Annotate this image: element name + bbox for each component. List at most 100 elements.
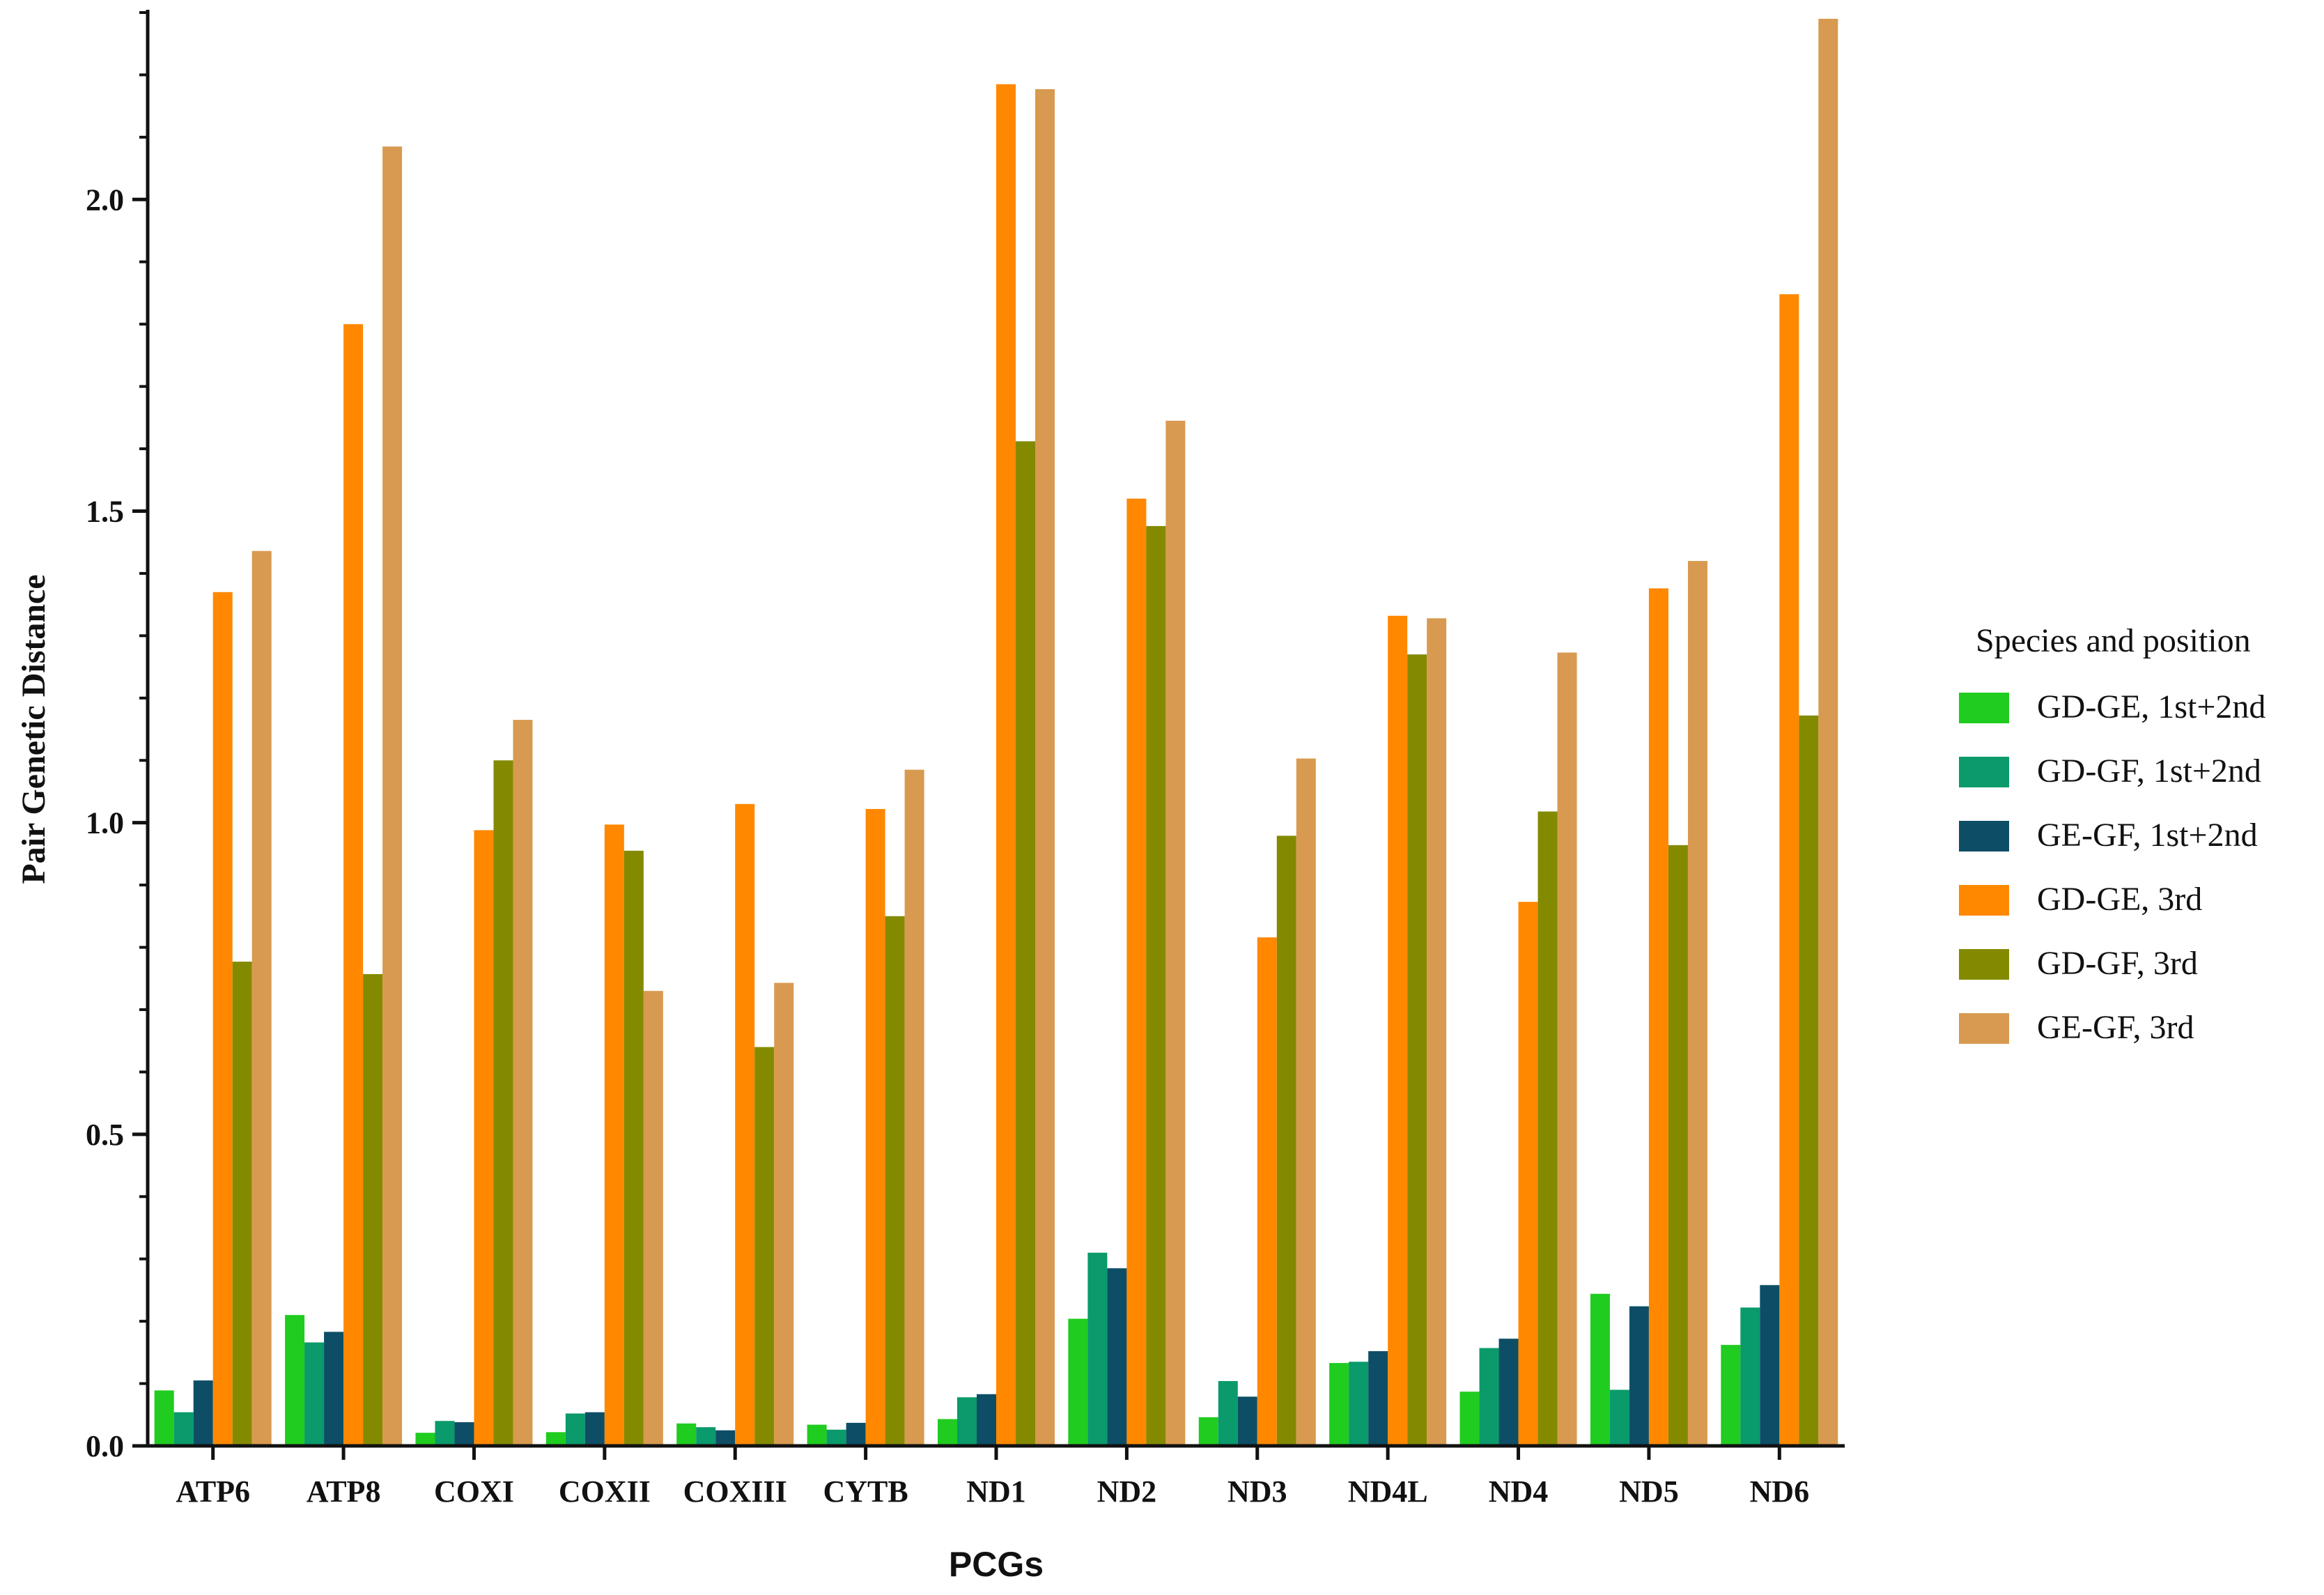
bar [382,146,403,1446]
bar [1087,1252,1108,1446]
x-tick-label: COXII [559,1474,651,1509]
bar [584,1412,605,1446]
legend-entry-label: GE-GF, 1st+2nd [2037,817,2258,854]
bar [1407,654,1427,1447]
bar [623,850,644,1446]
bar [904,769,924,1446]
bar [1198,1417,1218,1446]
legend-swatch [1959,949,2009,980]
legend-entry-label: GD-GE, 3rd [2037,881,2202,918]
bar [1329,1363,1349,1446]
bar [1368,1351,1388,1446]
x-axis-label: PCGs [949,1545,1044,1584]
bar [363,973,383,1446]
x-ticks-group: ATP6 ATP8 COXI COXII COXIII CYTB ND1 ND2 ND3 ND4L… [176,1446,1809,1509]
bar [1557,652,1577,1446]
bar [1165,420,1186,1446]
bar [1016,441,1035,1446]
bar [1590,1293,1610,1446]
bar [715,1430,736,1446]
bar [1107,1268,1127,1446]
bar [604,824,624,1446]
bar [304,1342,325,1446]
bar [232,962,252,1446]
bar [1609,1389,1629,1446]
bar [1799,715,1819,1446]
bar [212,592,233,1447]
bar [1146,525,1166,1446]
bar [251,550,272,1446]
x-tick-label: ND4L [1348,1474,1428,1509]
bar [807,1424,827,1446]
bar [938,1419,957,1446]
x-tick-label: ND5 [1619,1474,1679,1509]
bar [454,1422,474,1446]
bar [1035,89,1055,1447]
y-tick-label: 1.5 [86,494,124,528]
x-tick-label: ND2 [1097,1474,1157,1509]
bar [285,1315,305,1446]
bar [735,803,755,1446]
bar [1479,1348,1499,1446]
bar [1126,498,1147,1446]
y-tick-label: 0.5 [86,1118,124,1152]
bar [154,1390,174,1446]
legend-entry-label: GD-GF, 3rd [2037,945,2198,982]
bar [173,1412,194,1446]
bar [996,84,1016,1447]
bar [826,1429,846,1446]
bar [1518,902,1538,1446]
bar [885,916,905,1446]
bar [754,1047,775,1446]
legend-entry-label: GE-GF, 3rd [2037,1009,2194,1046]
y-tick-label: 0.0 [86,1429,124,1463]
bar [1349,1362,1369,1446]
bar [1629,1306,1649,1446]
legend-entry-label: GD-GF, 1st+2nd [2037,753,2261,789]
bar [1721,1345,1741,1446]
x-tick-label: ND6 [1750,1474,1810,1509]
bars-group [154,18,1838,1447]
x-tick-label: CYTB [823,1474,908,1509]
bar [865,808,885,1446]
y-ticks-group: 0.0 0.5 1.0 1.5 2.0 [86,11,148,1463]
y-tick-label: 2.0 [86,183,124,217]
bar [676,1423,697,1446]
y-axis-label: Pair Genetic Distance [15,574,52,884]
legend-swatch [1959,757,2009,787]
bar [415,1433,435,1446]
legend: Species and position GD-GE, 1st+2nd GD-GF… [1959,622,2265,1046]
x-tick-label: COXIII [683,1474,787,1509]
y-tick-label: 1.0 [86,806,124,840]
legend-entry-label: GD-GE, 1st+2nd [2037,688,2265,725]
bar [1276,835,1296,1446]
bar [1687,561,1707,1446]
legend-items: GD-GE, 1st+2nd GD-GF, 1st+2nd GE-GF, 1st+2… [1959,688,2265,1046]
bar [1668,845,1688,1446]
bar [565,1413,585,1446]
bar [343,324,364,1446]
bar [977,1394,996,1446]
bar [774,983,794,1446]
bar [1218,1380,1238,1446]
bar [474,830,494,1446]
bar [1537,811,1558,1446]
bar [545,1432,566,1446]
bar [193,1380,213,1446]
bar [1498,1339,1519,1446]
bar [1740,1307,1760,1446]
legend-swatch [1959,693,2009,723]
x-tick-label: ND3 [1227,1474,1287,1509]
bar [1237,1396,1257,1446]
bar [1760,1285,1780,1446]
bar [1459,1392,1480,1446]
bar [846,1422,866,1446]
x-tick-label: ATP6 [176,1474,250,1509]
bar [513,720,533,1446]
legend-swatch [1959,821,2009,852]
bar [324,1332,344,1446]
x-tick-label: ND1 [966,1474,1026,1509]
bar [1648,588,1668,1446]
legend-title: Species and position [1976,622,2251,659]
